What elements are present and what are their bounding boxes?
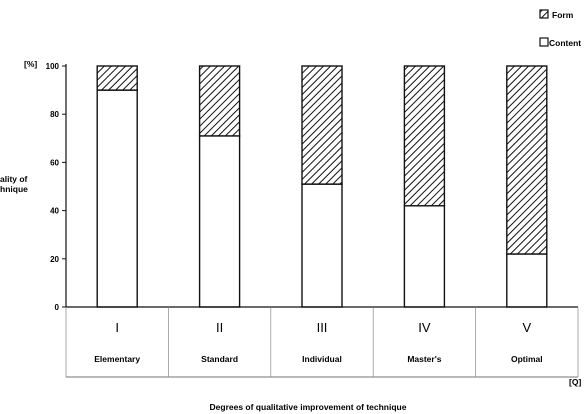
y-axis-label-line1: ality of — [0, 174, 28, 184]
y-tick-label: 60 — [50, 158, 59, 167]
y-tick-label: 100 — [46, 62, 60, 71]
y-axis: 0 20 40 60 80 100 — [46, 62, 67, 312]
bar-content-segment — [96, 89, 138, 308]
x-unit-label: [Q] — [569, 377, 581, 387]
bar-form-segment — [403, 65, 446, 207]
x-axis: I Elementary II Standard III Individual IV Mast… — [65, 306, 579, 378]
bar-form-segment — [301, 65, 343, 185]
legend-form-swatch — [539, 9, 549, 19]
y-unit-label: [%] — [24, 59, 37, 69]
x-axis-title: Degrees of qualitative improvement of te… — [210, 402, 407, 412]
category-roman-label: V — [522, 320, 531, 335]
bar-content-segment — [198, 135, 241, 308]
category-name-label: Optimal — [511, 354, 543, 364]
category-name-label: Standard — [201, 354, 238, 364]
bar-form-segment — [96, 65, 138, 91]
category-name-label: Elementary — [94, 354, 140, 364]
y-tick-label: 20 — [50, 255, 59, 264]
category-name-label: Individual — [302, 354, 342, 364]
bar-content-segment — [301, 183, 343, 308]
bars — [96, 65, 548, 308]
legend-content-swatch — [539, 37, 549, 47]
bar-form-segment — [198, 65, 241, 137]
y-axis-label-line2: hnique — [0, 184, 28, 194]
y-tick-label: 80 — [50, 110, 59, 119]
category-roman-label: IV — [418, 320, 431, 335]
category-name-label: Master's — [407, 354, 441, 364]
category-roman-label: II — [216, 320, 223, 335]
bar-content-segment — [506, 253, 548, 308]
y-tick-label: 0 — [55, 303, 60, 312]
bar-content-segment — [403, 205, 446, 308]
legend: Form Content — [539, 9, 581, 48]
category-roman-label: III — [317, 320, 328, 335]
bar-form-segment — [506, 65, 548, 255]
legend-form-label: Form — [552, 10, 574, 20]
category-roman-label: I — [115, 320, 119, 335]
legend-content-label: Content — [549, 38, 581, 48]
y-tick-label: 40 — [50, 207, 59, 216]
